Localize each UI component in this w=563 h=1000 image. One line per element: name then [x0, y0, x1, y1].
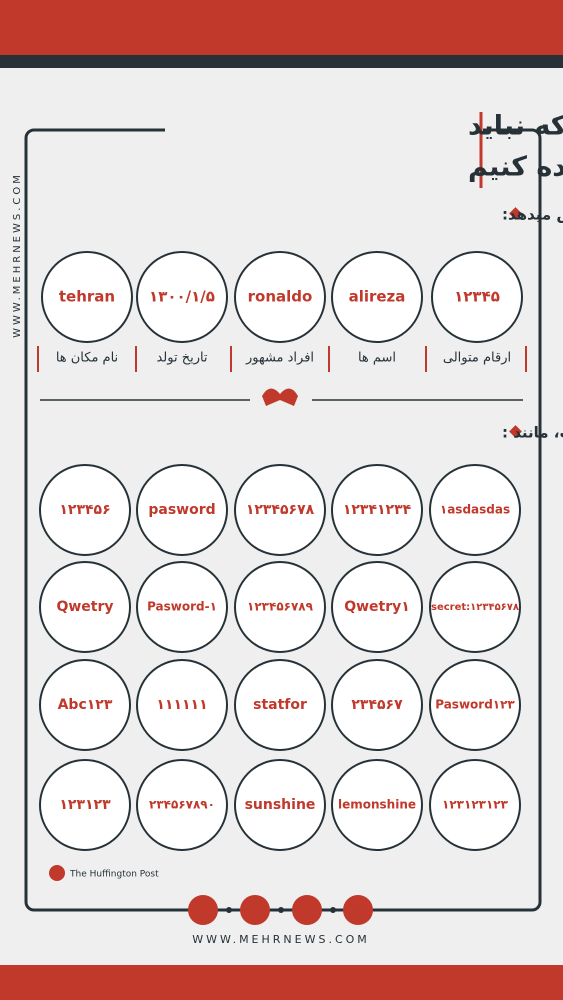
password-text: ۱asdasdas [440, 503, 510, 517]
password-circle [429, 759, 521, 851]
password-text: secret:۱۲۳۴۵۶۷۸ [431, 602, 519, 613]
sample-label: اسم ها [358, 351, 396, 366]
password-circle [331, 659, 423, 751]
password-circle [136, 464, 228, 556]
password-circle [39, 759, 131, 851]
sample-text: ۱۳۰۰/۱/۵ [149, 288, 215, 306]
sample-text: alireza [349, 288, 406, 306]
password-circle [39, 464, 131, 556]
sample-circle [41, 251, 133, 343]
source: The Huffington Post [49, 865, 159, 881]
password-circle [331, 464, 423, 556]
sample-label: ارقام متوالی [443, 351, 511, 366]
web-icon[interactable] [343, 895, 373, 925]
side-text: WWW.MEHRNEWS.COM [12, 172, 23, 338]
section-heading: وجود موارد زیر در رمزعبور امنیت آن را کا… [502, 206, 563, 224]
sample-label: افراد مشهور [245, 351, 314, 366]
password-circle [136, 659, 228, 751]
sample-text: tehran [59, 288, 115, 306]
sample-text: ronaldo [248, 288, 313, 306]
sample-label: تاریخ تولد [156, 351, 207, 366]
password-samples: ۱۲۳۴۵ ارقام متوالی alireza اسم ها ronaldo افر… [37, 251, 527, 851]
password-text: ۲۳۴۵۶۷ [351, 697, 403, 713]
password-text: statfor [253, 697, 307, 713]
password-circle [136, 561, 228, 653]
password-text: ۲۳۴۵۶۷۸۹۰ [149, 798, 215, 812]
twitter-icon[interactable] [292, 895, 322, 925]
password-circle [234, 464, 326, 556]
password-circle [39, 659, 131, 751]
password-text: sunshine [245, 797, 316, 813]
section-heading: استفاده از رمزعبورهای پرتکرار بسیار خطرن… [502, 424, 563, 443]
password-text: Qwetry [56, 599, 113, 615]
password-circle [429, 659, 521, 751]
password-text: ۱۲۳۴۵۶۷۸۹ [247, 600, 314, 614]
password-text: ۱۲۳۱۲۳۱۲۳ [442, 798, 509, 812]
password-circle [429, 464, 521, 556]
social-icons [180, 895, 385, 925]
logo [40, 388, 523, 406]
password-circle [429, 561, 521, 653]
top-bar [0, 0, 563, 55]
title-gap [165, 100, 483, 188]
password-text: lemonshine [338, 798, 416, 812]
password-text: ۱۱۱۱۱۱ [156, 697, 207, 713]
source-icon [49, 865, 65, 881]
bottom-bar [0, 965, 563, 1000]
sample-circle [136, 251, 228, 343]
source-text: The Huffington Post [69, 870, 159, 880]
instagram-icon[interactable] [240, 895, 270, 925]
password-text: pasword [148, 502, 215, 518]
password-circle [234, 561, 326, 653]
password-circle [136, 759, 228, 851]
sample-circle [234, 251, 326, 343]
password-text: ۱۲۳۱۲۳ [59, 797, 111, 813]
password-text: Pasword-۱ [147, 600, 217, 614]
footer-url: WWW.MEHRNEWS.COM [192, 933, 370, 946]
password-circle [331, 561, 423, 653]
sample-circle [431, 251, 523, 343]
title-line: استفاده کنیم [468, 152, 563, 183]
password-text: ۱۲۳۴۵۶ [59, 502, 110, 518]
title-line: رمزعبورهایی که نباید [468, 111, 563, 142]
sample-text: ۱۲۳۴۵ [454, 288, 500, 306]
password-circle [234, 659, 326, 751]
password-text: ۱۲۳۴۵۶۷۸ [246, 502, 315, 518]
password-text: Abc۱۲۳ [58, 697, 113, 713]
telegram-icon[interactable] [188, 895, 218, 925]
sample-label: نام مکان ها [56, 351, 118, 366]
password-circle [331, 759, 423, 851]
password-circle [234, 759, 326, 851]
password-circle [39, 561, 131, 653]
sample-circle [331, 251, 423, 343]
password-text: Qwetry۱ [344, 599, 410, 615]
password-text: ۱۲۳۴۱۲۳۴ [343, 502, 412, 518]
password-text: Pasword۱۲۳ [435, 698, 515, 712]
top-stripe [0, 55, 563, 68]
